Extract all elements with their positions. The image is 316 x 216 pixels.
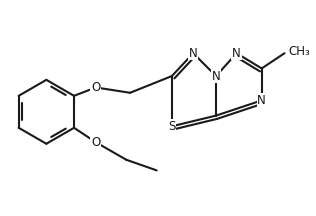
Text: O: O xyxy=(91,81,100,94)
Text: N: N xyxy=(232,47,241,60)
Text: N: N xyxy=(212,70,220,83)
Text: O: O xyxy=(91,136,100,149)
Text: O: O xyxy=(91,136,100,149)
Text: N: N xyxy=(189,47,198,60)
Text: S: S xyxy=(168,120,176,133)
Text: N: N xyxy=(257,94,266,107)
Text: O: O xyxy=(91,81,100,94)
Text: CH₃: CH₃ xyxy=(288,45,310,58)
